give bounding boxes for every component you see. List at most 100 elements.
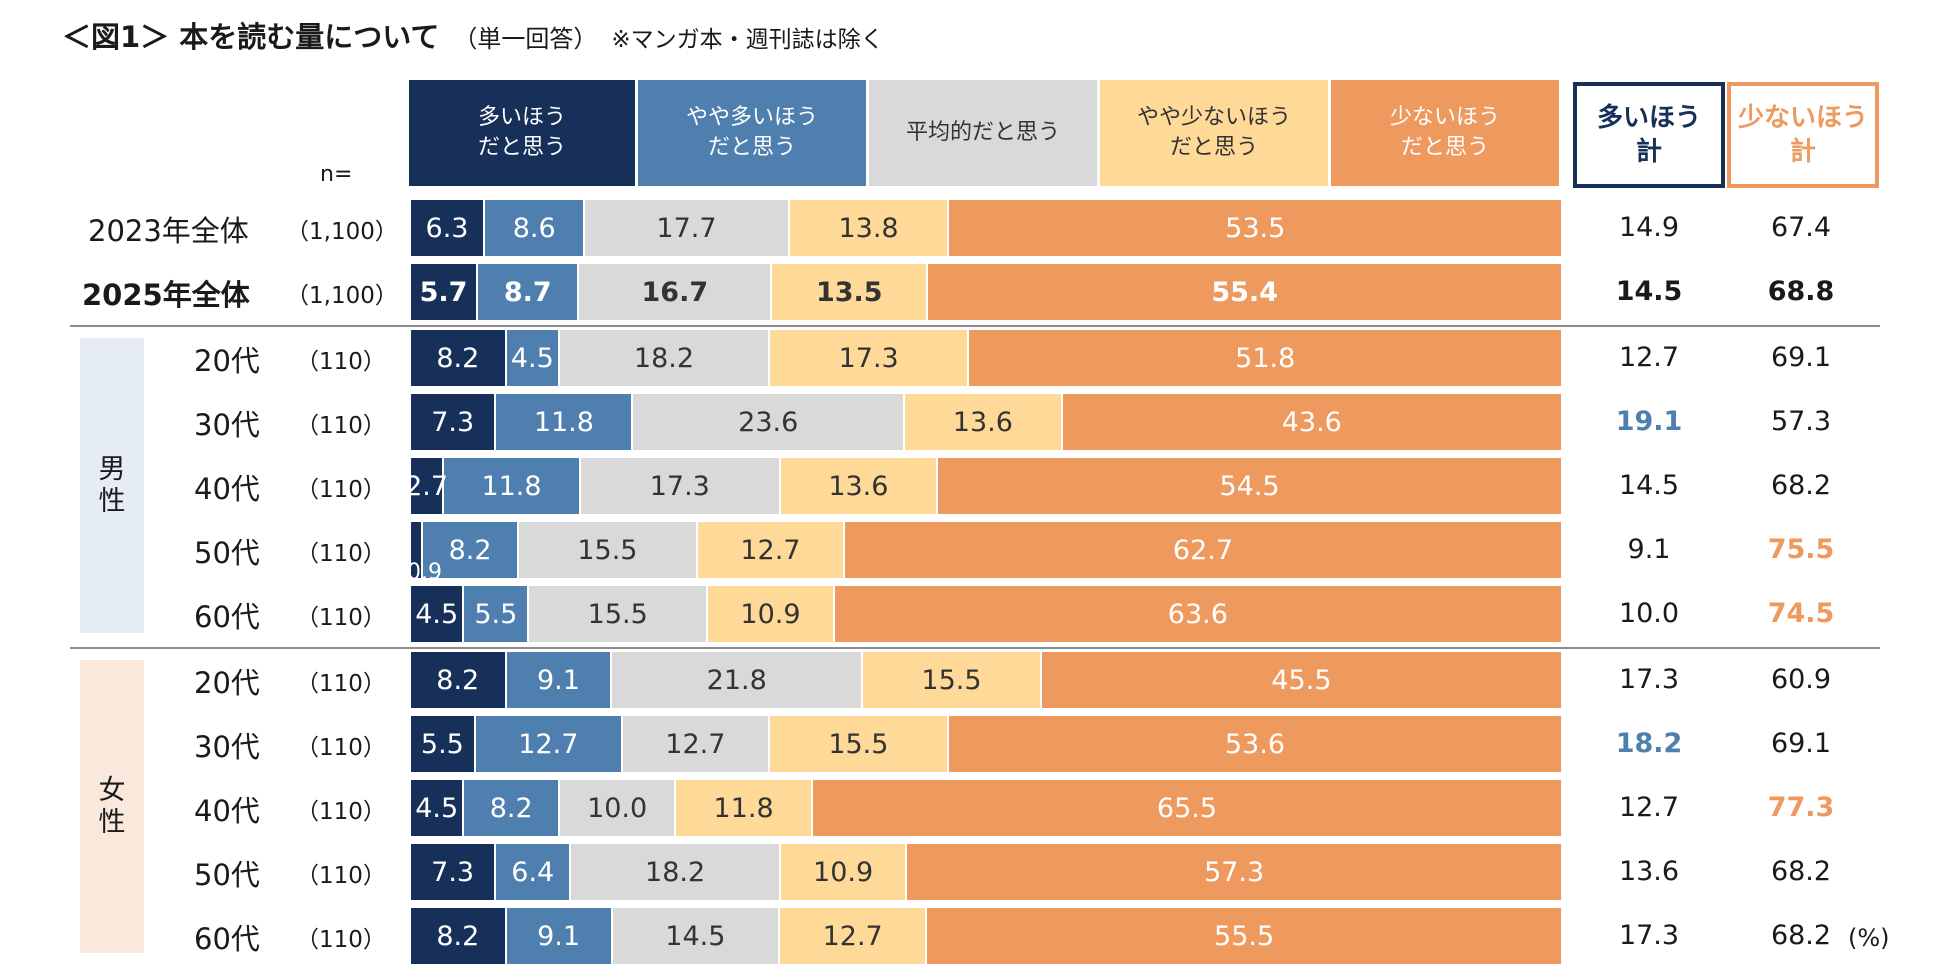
data-label: 8.2 (489, 792, 533, 824)
group-band-male: 男 性 (80, 338, 144, 633)
data-label: 8.2 (436, 920, 480, 952)
seg-less: 45.5 (1041, 652, 1561, 708)
stacked-bar: 7.3 11.8 23.6 13.6 43.6 (411, 394, 1562, 450)
data-label: 10.9 (813, 856, 874, 888)
row-sample-size: （110） (296, 413, 386, 439)
total-less-value: 68.2 (1770, 920, 1832, 951)
seg-more: 2.7 (405, 458, 448, 514)
title-sub-answer-type: （単一回答） (453, 25, 598, 53)
row-label: 50代 (194, 536, 260, 570)
row-label: 60代 (194, 600, 260, 634)
total-more-value: 9.1 (1627, 534, 1671, 565)
data-label: 45.5 (1271, 664, 1332, 696)
data-label: 9.1 (537, 920, 581, 952)
seg-more: 8.2 (411, 330, 507, 386)
data-label: 4.5 (415, 598, 459, 630)
seg-average: 21.8 (612, 652, 864, 708)
data-label: 18.2 (633, 342, 695, 374)
data-label: 5.5 (474, 598, 518, 630)
seg-average: 18.2 (571, 844, 781, 900)
data-label: 54.5 (1219, 470, 1280, 502)
data-label: 53.5 (1225, 212, 1286, 244)
total-more-value: 18.2 (1615, 728, 1683, 759)
total-less-value: 57.3 (1770, 406, 1832, 437)
seg-somewhat-more: 8.2 (423, 522, 519, 578)
seg-more: 8.2 (411, 908, 507, 964)
total-more-value: 17.3 (1618, 920, 1680, 951)
row-label: 2023年全体 (88, 214, 249, 248)
seg-somewhat-more: 12.7 (475, 716, 623, 772)
data-label: 57.3 (1204, 856, 1265, 888)
seg-less: 57.3 (907, 844, 1561, 900)
total-less-value: 67.4 (1770, 212, 1832, 243)
title-main: ＜図1＞ 本を読む量について (62, 20, 440, 54)
row-label: 50代 (194, 858, 260, 892)
row-sample-size: （110） (296, 863, 386, 889)
legend-item-somewhat-less: やや少ないほう だと思う (1100, 80, 1328, 186)
data-label: 0.9 (407, 560, 442, 585)
seg-less: 53.6 (948, 716, 1561, 772)
legend-item-average: 平均的だと思う (869, 80, 1097, 186)
data-label: 6.3 (425, 212, 469, 244)
data-label: 62.7 (1172, 534, 1234, 566)
seg-average: 14.5 (612, 908, 781, 964)
sample-size-label: n= (320, 162, 353, 187)
data-label: 15.5 (577, 534, 638, 566)
seg-less: 65.5 (812, 780, 1561, 836)
row-label: 30代 (194, 408, 260, 442)
stacked-bar: 8.2 9.1 14.5 12.7 55.5 (411, 908, 1561, 964)
seg-somewhat-less: 15.5 (769, 716, 949, 772)
row-label: 30代 (194, 730, 260, 764)
stacked-bar: 5.5 12.7 12.7 15.5 53.6 (411, 716, 1561, 772)
total-less-value: 68.2 (1770, 470, 1832, 501)
total-less-value: 69.1 (1770, 728, 1832, 759)
seg-more: 5.5 (411, 716, 476, 772)
data-label: 17.3 (649, 470, 710, 502)
row-sample-size: （110） (296, 671, 386, 697)
legend-label: やや多いほう だと思う (685, 105, 818, 160)
row-label: 60代 (194, 922, 260, 956)
total-less-value: 68.8 (1767, 276, 1835, 307)
legend-item-more: 多いほう だと思う (409, 80, 635, 186)
data-label: 17.7 (656, 212, 717, 244)
data-label: 7.3 (431, 856, 475, 888)
data-label: 13.6 (952, 406, 1013, 438)
data-label: 12.7 (518, 728, 579, 760)
data-label: 11.8 (533, 406, 594, 438)
data-label: 51.8 (1235, 342, 1296, 374)
seg-less: 51.8 (969, 330, 1561, 386)
data-label: 17.3 (838, 342, 899, 374)
seg-average: 12.7 (622, 716, 770, 772)
total-more-value: 12.7 (1618, 342, 1680, 373)
seg-somewhat-more: 8.2 (464, 780, 561, 836)
seg-average: 17.7 (585, 200, 790, 256)
row-sample-size: （110） (296, 927, 386, 953)
data-label: 13.6 (828, 470, 889, 502)
total-more-value: 14.5 (1618, 470, 1680, 501)
legend-label: 多いほう だと思う (477, 105, 566, 160)
total-more-value: 10.0 (1618, 598, 1680, 629)
stacked-bar: 5.7 8.7 16.7 13.5 55.4 (411, 264, 1562, 320)
data-label: 8.2 (436, 342, 480, 374)
total-more-value: 17.3 (1618, 664, 1680, 695)
data-label: 23.6 (738, 406, 799, 438)
data-label: 8.2 (436, 664, 480, 696)
seg-somewhat-less: 12.7 (697, 522, 845, 578)
data-label: 16.7 (641, 276, 709, 308)
data-label: 5.7 (419, 276, 468, 308)
stacked-bar: 8.2 4.5 18.2 17.3 51.8 (411, 330, 1561, 386)
data-label: 11.8 (481, 470, 542, 502)
group-label-male: 男 性 (98, 453, 126, 517)
total-more-value: 12.7 (1618, 792, 1680, 823)
seg-more: 6.3 (411, 200, 486, 256)
stacked-bar: 4.5 5.5 15.5 10.9 63.6 (411, 586, 1561, 642)
total-header-label: 少ないほう 計 (1737, 103, 1868, 167)
unit-label: (%) (1848, 924, 1890, 952)
seg-somewhat-less: 10.9 (780, 844, 908, 900)
seg-less: 55.5 (927, 908, 1561, 964)
seg-less: 63.6 (834, 586, 1561, 642)
data-label: 43.6 (1281, 406, 1342, 438)
total-more-value: 19.1 (1615, 406, 1683, 437)
seg-more: 0.9 (407, 522, 442, 585)
seg-somewhat-more: 6.4 (496, 844, 572, 900)
